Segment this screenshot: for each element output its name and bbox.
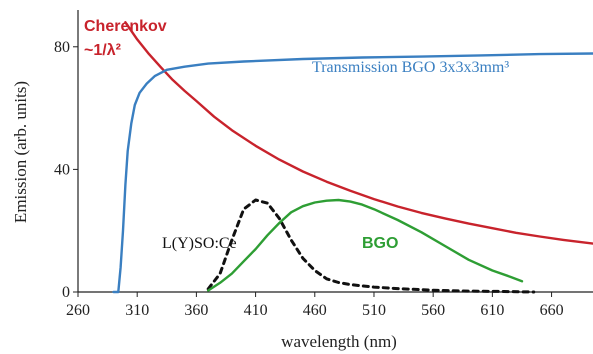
lyso-label: L(Y)SO:Ce [162, 235, 237, 252]
cherenkov-curve [124, 21, 593, 245]
x-tick-label: 610 [480, 302, 504, 319]
bgo-label: BGO [362, 235, 398, 252]
y-tick-label: 40 [54, 161, 70, 178]
transmission-bgo-curve [112, 52, 593, 294]
x-tick-label: 410 [244, 302, 268, 319]
lyso-emission-curve [206, 198, 536, 294]
axes [77, 10, 593, 293]
x-tick-label: 460 [303, 302, 327, 319]
x-tick-label: 260 [66, 302, 90, 319]
x-tick-label: 510 [362, 302, 386, 319]
x-tick-label: 660 [540, 302, 564, 319]
x-axis-title: wavelength (nm) [281, 332, 397, 351]
x-tick-label: 310 [125, 302, 149, 319]
bgo-emission-curve [206, 198, 524, 292]
y-ticks: 0 40 80 [54, 39, 78, 301]
y-tick-label: 80 [54, 39, 70, 56]
cherenkov-formula-label: ~1/λ² [84, 42, 121, 59]
transmission-label: Transmission BGO 3x3x3mm³ [312, 59, 509, 76]
cherenkov-label: Cherenkov [84, 18, 167, 35]
x-ticks: 260 310 360 410 460 510 560 610 660 [66, 292, 564, 319]
series-layer [112, 21, 593, 294]
x-tick-label: 560 [421, 302, 445, 319]
y-axis-title: Emission (arb. units) [11, 81, 30, 223]
x-tick-label: 360 [184, 302, 208, 319]
y-tick-label: 0 [62, 284, 70, 301]
